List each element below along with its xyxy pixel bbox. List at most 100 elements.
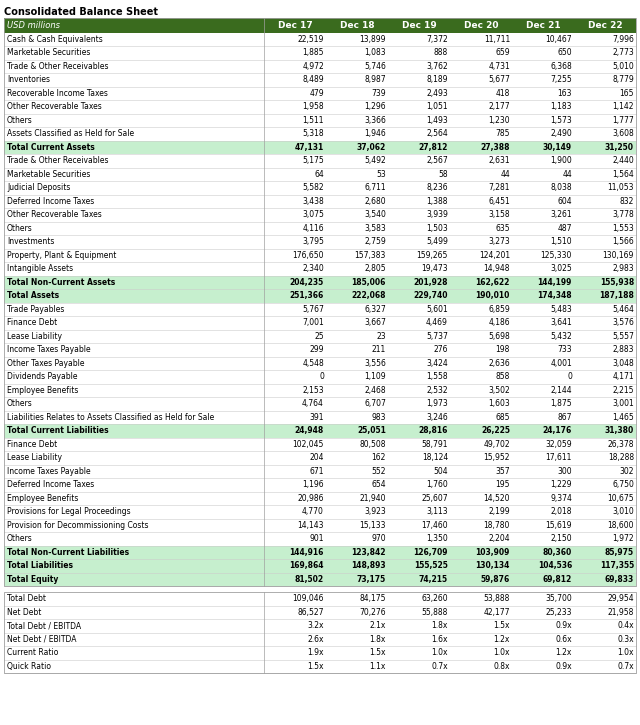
Text: 18,600: 18,600: [607, 521, 634, 530]
Text: 5,557: 5,557: [612, 332, 634, 341]
Bar: [4, 343, 636, 357]
Text: 3,641: 3,641: [550, 318, 572, 327]
Text: 15,952: 15,952: [483, 453, 510, 463]
Bar: [4, 208, 636, 222]
Text: 5,677: 5,677: [488, 75, 510, 84]
Text: 30,149: 30,149: [543, 143, 572, 152]
Text: 190,010: 190,010: [476, 291, 510, 300]
Bar: [4, 619, 636, 632]
Text: Other Recoverable Taxes: Other Recoverable Taxes: [7, 102, 102, 111]
Text: 37,062: 37,062: [356, 143, 386, 152]
Text: 1,900: 1,900: [550, 157, 572, 165]
Bar: [4, 59, 636, 73]
Bar: [4, 114, 636, 127]
Text: 11,053: 11,053: [607, 183, 634, 192]
Text: 1,558: 1,558: [426, 372, 448, 381]
Text: 5,698: 5,698: [488, 332, 510, 341]
Text: 1,973: 1,973: [426, 399, 448, 408]
Text: 1.2x: 1.2x: [493, 635, 510, 644]
Text: 144,916: 144,916: [290, 548, 324, 557]
Text: 0.7x: 0.7x: [431, 662, 448, 671]
Text: Others: Others: [7, 534, 33, 543]
Text: 165: 165: [620, 88, 634, 98]
Text: Deferred Income Taxes: Deferred Income Taxes: [7, 196, 94, 206]
Text: 1,230: 1,230: [488, 116, 510, 125]
Text: 650: 650: [557, 49, 572, 57]
Text: 3.2x: 3.2x: [307, 621, 324, 630]
Text: 3,762: 3,762: [426, 62, 448, 71]
Text: 2,150: 2,150: [550, 534, 572, 543]
Text: 126,709: 126,709: [413, 548, 448, 557]
Text: 25,607: 25,607: [421, 494, 448, 502]
Text: 0.8x: 0.8x: [493, 662, 510, 671]
Text: 2,468: 2,468: [364, 386, 386, 394]
Bar: [4, 545, 636, 559]
Text: 3,540: 3,540: [364, 210, 386, 219]
Text: 69,812: 69,812: [543, 575, 572, 584]
Text: 2,199: 2,199: [488, 507, 510, 516]
Text: Trade Payables: Trade Payables: [7, 304, 65, 314]
Text: 1,142: 1,142: [612, 102, 634, 111]
Text: 0: 0: [567, 372, 572, 381]
Text: 24,948: 24,948: [295, 426, 324, 435]
Text: 3,667: 3,667: [364, 318, 386, 327]
Text: 6,327: 6,327: [364, 304, 386, 314]
Text: 888: 888: [434, 49, 448, 57]
Text: 14,143: 14,143: [298, 521, 324, 530]
Text: 204: 204: [310, 453, 324, 463]
Text: 3,158: 3,158: [488, 210, 510, 219]
Text: 157,383: 157,383: [355, 251, 386, 260]
Text: 654: 654: [371, 480, 386, 489]
Text: 970: 970: [371, 534, 386, 543]
Text: 21,940: 21,940: [360, 494, 386, 502]
Text: Others: Others: [7, 116, 33, 125]
Bar: [4, 660, 636, 673]
Text: 5,432: 5,432: [550, 332, 572, 341]
Text: Others: Others: [7, 399, 33, 408]
Text: 25,051: 25,051: [357, 426, 386, 435]
Text: 2,631: 2,631: [488, 157, 510, 165]
Text: Total Equity: Total Equity: [7, 575, 58, 584]
Text: 739: 739: [371, 88, 386, 98]
Text: 17,611: 17,611: [546, 453, 572, 463]
Text: Other Taxes Payable: Other Taxes Payable: [7, 359, 84, 368]
Text: Provision for Decommissioning Costs: Provision for Decommissioning Costs: [7, 521, 148, 530]
Text: 155,938: 155,938: [600, 278, 634, 287]
Bar: [4, 86, 636, 100]
Text: 5,499: 5,499: [426, 237, 448, 247]
Bar: [4, 424, 636, 437]
Text: 5,582: 5,582: [302, 183, 324, 192]
Text: 8,779: 8,779: [612, 75, 634, 84]
Text: Lease Liability: Lease Liability: [7, 453, 62, 463]
Bar: [4, 316, 636, 329]
Text: Property, Plant & Equipment: Property, Plant & Equipment: [7, 251, 116, 260]
Text: 1.6x: 1.6x: [431, 635, 448, 644]
Text: 44: 44: [500, 170, 510, 179]
Bar: [4, 592, 636, 605]
Bar: [4, 127, 636, 141]
Text: 81,502: 81,502: [295, 575, 324, 584]
Text: 1,573: 1,573: [550, 116, 572, 125]
Text: 80,508: 80,508: [360, 440, 386, 449]
Text: 104,536: 104,536: [538, 561, 572, 571]
Text: 70,276: 70,276: [360, 608, 386, 617]
Text: 24,176: 24,176: [543, 426, 572, 435]
Text: Total Liabilities: Total Liabilities: [7, 561, 73, 571]
Text: 2,805: 2,805: [364, 264, 386, 273]
Text: 73,175: 73,175: [356, 575, 386, 584]
Bar: [4, 289, 636, 302]
Bar: [4, 357, 636, 370]
Text: 1,553: 1,553: [612, 224, 634, 233]
Bar: [4, 592, 636, 673]
Text: 117,355: 117,355: [600, 561, 634, 571]
Text: Deferred Income Taxes: Deferred Income Taxes: [7, 480, 94, 489]
Text: 3,048: 3,048: [612, 359, 634, 368]
Text: 22,519: 22,519: [298, 35, 324, 44]
Text: 5,318: 5,318: [302, 129, 324, 138]
Text: 74,215: 74,215: [419, 575, 448, 584]
Bar: [4, 73, 636, 86]
Text: 1,109: 1,109: [364, 372, 386, 381]
Text: 8,236: 8,236: [426, 183, 448, 192]
Text: 162,622: 162,622: [476, 278, 510, 287]
Text: 3,923: 3,923: [364, 507, 386, 516]
